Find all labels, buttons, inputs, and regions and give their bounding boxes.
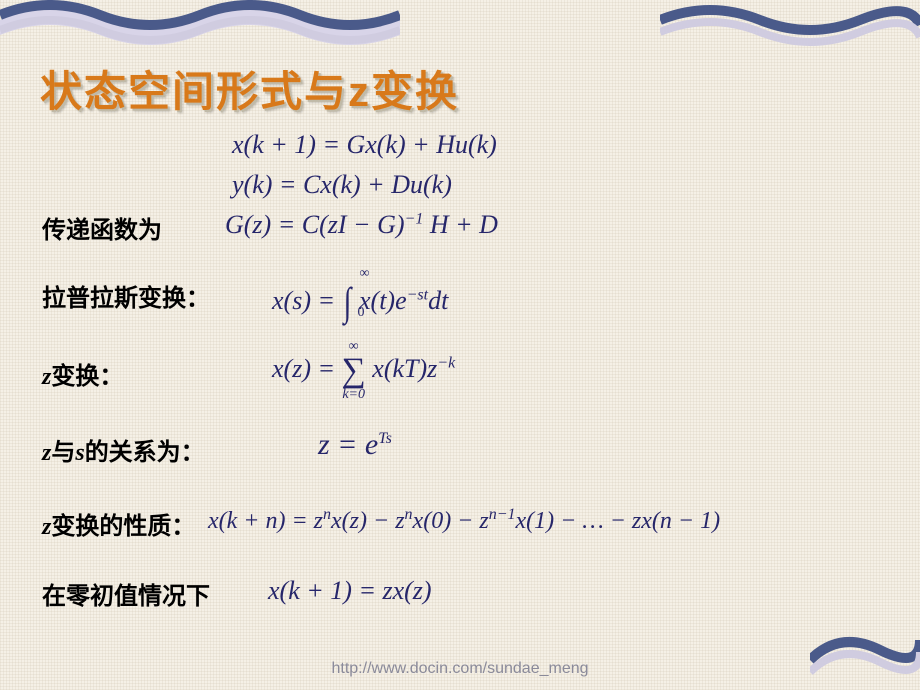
wave-decoration-bottom-right <box>810 610 920 690</box>
eq-zero: x(k + 1) = zx(z) <box>268 576 432 606</box>
eq-zprop: x(k + n) = znx(z) − znx(0) − zn−1x(1) − … <box>208 506 720 535</box>
eq-ztrans: x(z) = ∞ ∑ k=0 x(kT)z−k <box>272 340 455 402</box>
footer-url: http://www.docin.com/sundae_meng <box>0 660 920 678</box>
eq-state-1: x(k + 1) = Gx(k) + Hu(k) <box>232 130 497 160</box>
wave-decoration-top-left <box>0 0 400 55</box>
label-zero: 在零初值情况下 <box>42 576 210 611</box>
label-transfer: 传递函数为 <box>42 210 162 245</box>
slide-title: 状态空间形式与z变换 <box>40 58 459 119</box>
eq-laplace: x(s) = ∫ ∞ 0 x(t)e−stdt <box>272 272 448 319</box>
eq-zs: z = eTs <box>318 428 392 462</box>
label-laplace: 拉普拉斯变换： <box>42 278 210 313</box>
wave-decoration-top-right <box>660 0 920 55</box>
label-zs: z与s的关系为： <box>42 432 205 467</box>
eq-transfer: G(z) = C(zI − G)−1 H + D <box>225 210 498 240</box>
label-zprop: z变换的性质： <box>42 506 195 541</box>
eq-state-2: y(k) = Cx(k) + Du(k) <box>232 170 452 200</box>
label-ztrans: zz变换：变换： <box>42 356 123 391</box>
